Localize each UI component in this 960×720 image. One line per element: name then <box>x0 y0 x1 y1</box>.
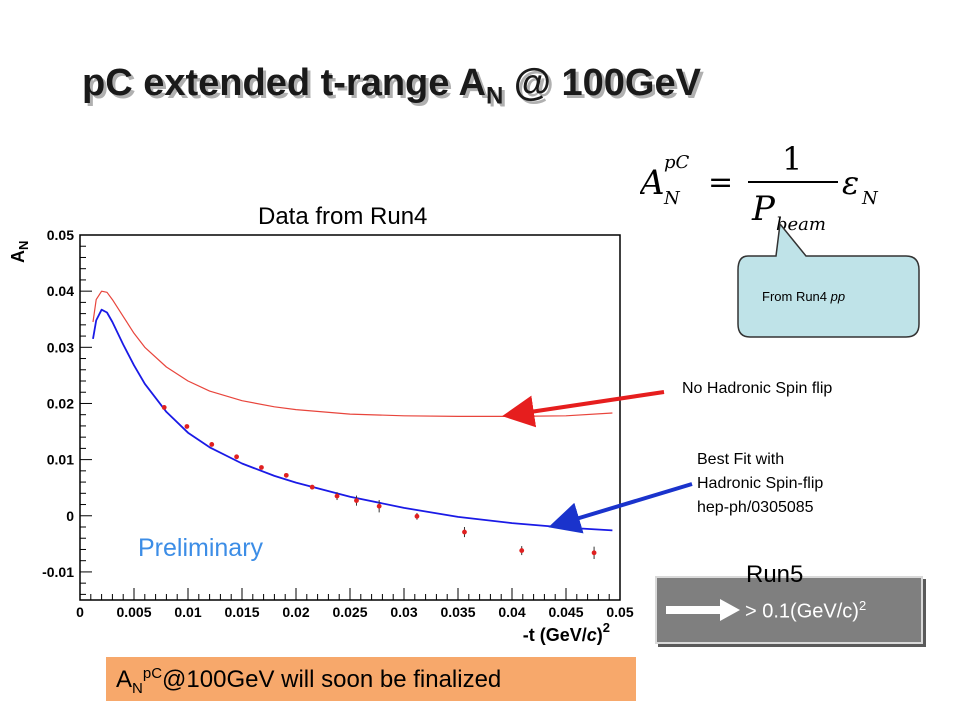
finalize-a-sup: pC <box>142 665 163 682</box>
title-subscript: N <box>485 82 504 110</box>
slide-title: pC extended t-range AN @ 100GeV <box>82 62 701 111</box>
no-hadronic-curve <box>92 290 613 417</box>
finalize-a: A <box>116 666 133 693</box>
callout-text: From Run4 pp <box>762 289 845 304</box>
chart-series <box>92 290 613 532</box>
callout-bubble <box>737 222 920 338</box>
callout-text-italic: pp <box>830 289 846 304</box>
formula-lhs-sup: pC <box>664 152 690 173</box>
y-tick-label: 0 <box>66 508 74 524</box>
x-tick-label: 0.035 <box>440 604 475 620</box>
best-fit-curve <box>92 308 613 532</box>
x-axis-label: -t (GeV/c)2 <box>523 620 610 645</box>
formula-eps-sub: N <box>861 188 879 209</box>
y-tick-label: -0.01 <box>42 564 74 580</box>
data-point <box>519 548 525 553</box>
asymmetry-formula: A pC N = 1 P beam ε N <box>640 140 879 235</box>
x-tick-label: 0.03 <box>390 604 417 620</box>
x-tick-label: 0.045 <box>548 604 583 620</box>
title-rest: @ 100GeV <box>503 62 701 104</box>
x-tick-label: 0 <box>76 604 84 620</box>
preliminary-label: Preliminary <box>138 534 264 562</box>
callout-text-main: From Run4 <box>762 289 831 304</box>
data-point <box>354 498 359 504</box>
run5-label: Run5 <box>746 561 804 588</box>
x-tick-label: 0.015 <box>224 604 259 620</box>
chart-labels: 0 0.005 0.01 0.015 0.02 0.025 0.03 0.035 0.04 0.0… <box>8 227 634 645</box>
data-point <box>184 424 190 429</box>
formula-lhs-sub: N <box>663 188 681 209</box>
data-point <box>283 472 289 478</box>
data-point <box>334 493 340 499</box>
data-point <box>309 484 315 490</box>
best-fit-line-1: Best Fit with <box>697 451 785 468</box>
x-tick-label: 0.02 <box>282 604 309 620</box>
y-tick-label: 0.03 <box>47 339 74 355</box>
best-fit-line-3: hep-ph/0305085 <box>697 499 814 516</box>
annotation-best-fit: Best Fit with Hadronic Spin-flip hep-ph/… <box>697 448 823 520</box>
formula-den-sub: beam <box>776 214 826 235</box>
formula-epsilon: ε <box>842 164 859 202</box>
data-point <box>259 465 264 470</box>
data-point <box>414 513 420 519</box>
title-main: pC extended t-range A <box>82 62 486 104</box>
formula-denominator: P <box>751 189 776 229</box>
best-fit-line-2: Hadronic Spin-flip <box>697 475 824 492</box>
finalize-text: ANpC@100GeV will soon be finalized <box>116 665 501 697</box>
finalize-a-sub: N <box>132 679 143 697</box>
y-tick-label: 0.01 <box>47 452 74 468</box>
formula-equals: = <box>708 165 733 200</box>
data-point <box>234 454 240 460</box>
y-tick-label: 0.05 <box>47 227 74 243</box>
chart-ticks <box>79 234 621 600</box>
finalize-rest: @100GeV will soon be finalized <box>162 666 502 693</box>
data-point <box>376 503 382 509</box>
formula-numerator: 1 <box>782 140 802 178</box>
right-arrow-icon <box>666 599 740 621</box>
asymmetry-chart: 0 0.005 0.01 0.015 0.02 0.025 0.03 0.035 0.04 0.0… <box>8 227 634 645</box>
chart-points <box>161 404 597 560</box>
run5-text-main: > 0.1(GeV/c) <box>745 600 859 623</box>
x-tick-label: 0.01 <box>174 604 201 620</box>
x-tick-label: 0.005 <box>116 604 151 620</box>
data-point <box>462 529 467 535</box>
y-tick-label: 0.02 <box>47 395 74 411</box>
x-tick-label: 0.05 <box>606 604 633 620</box>
x-tick-label: 0.04 <box>498 604 525 620</box>
x-tick-label: 0.025 <box>332 604 367 620</box>
run5-text-sup: 2 <box>858 598 867 613</box>
data-from-label: Data from Run4 <box>258 203 428 230</box>
formula-lhs: A <box>640 163 665 203</box>
annotation-no-hadronic: No Hadronic Spin flip <box>682 380 833 397</box>
data-point <box>161 404 167 410</box>
y-axis-label: AN <box>8 241 31 263</box>
run5-text: > 0.1(GeV/c)2 <box>745 598 866 624</box>
finalize-banner <box>106 657 636 701</box>
y-tick-label: 0.04 <box>47 283 74 299</box>
data-point <box>591 550 597 556</box>
data-point <box>209 442 215 447</box>
